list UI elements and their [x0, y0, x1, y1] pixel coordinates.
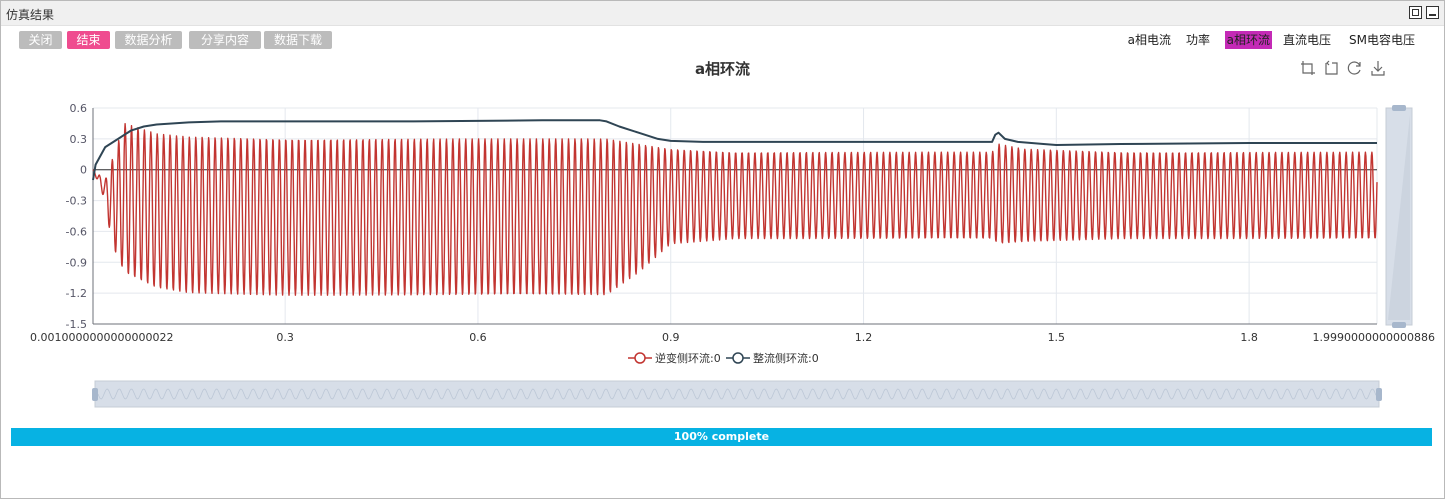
horizontal-slider-handle-left — [92, 388, 98, 401]
minimize-icon[interactable] — [1426, 6, 1439, 19]
y-tick-label: -0.6 — [66, 225, 87, 238]
y-tick-label: 0.6 — [70, 102, 88, 115]
data-analysis-button[interactable]: 数据分析 — [115, 31, 182, 49]
zoom-reset-icon[interactable] — [1323, 60, 1339, 76]
chart-title: a相环流 — [694, 60, 751, 78]
window-titlebar: 仿真结果 — [1, 1, 1444, 26]
share-content-button[interactable]: 分享内容 — [189, 31, 261, 49]
progress-bar: 100% complete — [11, 428, 1432, 446]
legend-label-1: 整流侧环流:0 — [753, 351, 819, 365]
circulating-current-chart: 0.6 0.3 0 -0.3 -0.6 -0.9 -1.2 -1.5 0.0010000000… — [30, 102, 1435, 408]
x-tick-label: 0.6 — [469, 331, 487, 344]
y-tick-label: -0.3 — [66, 195, 87, 208]
legend-label-0: 逆变侧环流:0 — [655, 351, 721, 365]
x-tick-label: 1.5 — [1048, 331, 1066, 344]
series-line-0 — [92, 123, 1378, 296]
y-tick-label: -1.5 — [66, 318, 87, 331]
window-title: 仿真结果 — [6, 8, 55, 22]
progress-label: 100% complete — [673, 430, 770, 443]
close-button[interactable]: 关闭 — [19, 31, 62, 49]
x-tick-label: 1.9990000000000886 — [1313, 331, 1435, 344]
x-tick-label: 1.2 — [855, 331, 873, 344]
tab-a-phase-circulating-current[interactable]: a相环流 — [1224, 31, 1272, 49]
vertical-zoom-slider[interactable] — [1385, 105, 1413, 328]
tab-power[interactable]: 功率 — [1185, 33, 1210, 47]
x-axis: 0.0010000000000000022 0.3 0.6 0.9 1.2 1.5 1.8 1… — [30, 331, 1435, 344]
maximize-icon[interactable] — [1409, 6, 1422, 19]
x-tick-label: 0.0010000000000000022 — [30, 331, 173, 344]
x-tick-label: 0.9 — [662, 331, 680, 344]
data-download-button[interactable]: 数据下载 — [264, 31, 332, 49]
y-tick-label: -1.2 — [66, 287, 87, 300]
x-tick-label: 1.8 — [1240, 331, 1258, 344]
legend-marker-0 — [634, 352, 646, 364]
series-line-1 — [92, 119, 1377, 181]
vertical-slider-shadow — [1388, 115, 1410, 320]
y-axis: 0.6 0.3 0 -0.3 -0.6 -0.9 -1.2 -1.5 — [66, 102, 87, 331]
tab-sm-capacitor-voltage[interactable]: SM电容电压 — [1349, 33, 1415, 47]
horizontal-slider-preview — [97, 388, 1377, 400]
zoom-icon[interactable] — [1300, 60, 1316, 76]
legend-marker-1 — [732, 352, 744, 364]
y-tick-label: -0.9 — [66, 256, 87, 269]
chart-legend: 逆变侧环流:0 整流侧环流:0 — [628, 351, 819, 365]
chart-series — [92, 119, 1378, 296]
tab-a-phase-current[interactable]: a相电流 — [1127, 33, 1171, 47]
restore-icon[interactable] — [1347, 60, 1363, 76]
horizontal-slider-handle-right — [1376, 388, 1382, 401]
y-tick-label: 0.3 — [70, 133, 88, 146]
end-button[interactable]: 结束 — [67, 31, 110, 49]
vertical-slider-handle-top — [1392, 105, 1406, 111]
x-tick-label: 0.3 — [276, 331, 294, 344]
horizontal-zoom-slider[interactable] — [92, 380, 1382, 408]
vertical-slider-handle-bottom — [1392, 322, 1406, 328]
download-icon[interactable] — [1370, 60, 1386, 76]
tab-dc-voltage[interactable]: 直流电压 — [1282, 33, 1331, 47]
y-tick-label: 0 — [80, 164, 87, 177]
